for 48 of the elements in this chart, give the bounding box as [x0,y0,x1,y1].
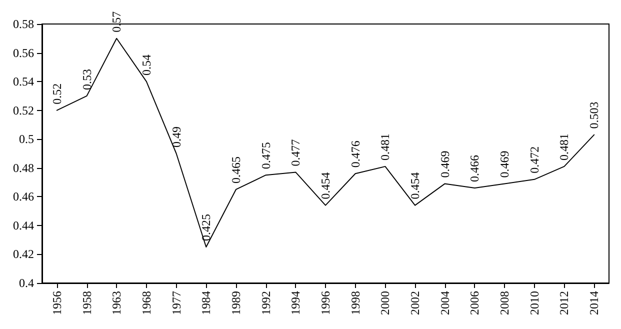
x-tick-label: 1956 [50,291,64,315]
y-tick-label: 0.52 [13,103,34,118]
x-tick-label: 2010 [527,291,542,315]
y-tick-label: 0.56 [13,46,34,60]
x-tick-label: 1977 [169,291,184,315]
y-tick-label: 0.46 [13,190,34,204]
data-label: 0.476 [348,140,362,168]
y-tick-label: 0.4 [19,276,34,290]
x-tick-label: 1968 [139,291,154,315]
data-label: 0.472 [527,146,542,174]
data-label: 0.466 [468,155,482,182]
x-tick-label: 2012 [557,291,572,315]
x-tick-label: 1989 [228,291,243,315]
data-label: 0.53 [80,68,94,90]
data-label: 0.503 [587,102,602,129]
x-tick-label: 2006 [468,291,482,315]
data-label: 0.52 [50,83,64,104]
data-label: 0.454 [318,172,332,200]
x-tick-label: 2014 [587,291,602,315]
y-tick-label: 0.54 [13,74,34,89]
data-label: 0.481 [378,133,392,160]
data-label: 0.475 [258,142,273,170]
data-label: 0.469 [438,150,452,178]
x-tick-label: 2008 [498,291,512,315]
x-tick-label: 1994 [288,291,303,315]
data-label: 0.477 [288,139,303,166]
x-tick-label: 2004 [438,291,452,315]
x-tick-label: 1963 [110,291,124,315]
x-tick-label: 1996 [318,291,332,315]
data-label: 0.57 [110,11,124,32]
x-tick-label: 1998 [348,291,362,315]
data-label: 0.454 [408,172,422,200]
data-label: 0.49 [169,126,184,148]
x-tick-label: 1984 [199,291,214,315]
x-tick-label: 2000 [378,291,392,315]
data-label: 0.54 [139,54,154,76]
data-label: 0.425 [199,214,214,242]
y-tick-label: 0.58 [13,17,34,31]
x-tick-label: 1958 [80,291,94,315]
y-tick-label: 0.5 [19,132,34,146]
data-label: 0.465 [228,156,243,184]
x-tick-label: 2002 [408,291,422,315]
y-tick-label: 0.44 [13,218,34,232]
x-tick-label: 1992 [258,291,273,315]
y-tick-label: 0.42 [13,247,34,262]
data-label: 0.481 [557,133,572,160]
data-label: 0.469 [498,150,512,178]
y-tick-label: 0.48 [13,160,34,175]
